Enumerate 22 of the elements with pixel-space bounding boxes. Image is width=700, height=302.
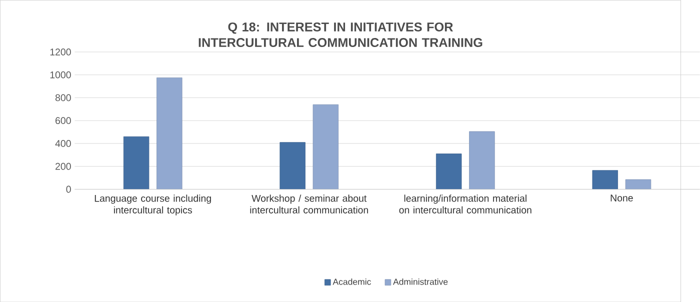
y-tick-label: 0 (66, 186, 71, 193)
bar (592, 170, 618, 190)
y-tick-label: 400 (55, 140, 71, 147)
y-tick-label: 600 (56, 117, 71, 124)
bar (312, 104, 339, 190)
bar (280, 142, 306, 190)
y-tick-label: 800 (55, 94, 71, 102)
chart-title: Q 18: INTEREST IN INITIATIVES FOR INTERCULTURAL COMMUNICATION TRAINING (198, 22, 482, 47)
x-tick-label: learning/information material on intercultural communication (399, 194, 532, 214)
x-tick-label: Language course including intercultural topics (94, 194, 211, 216)
bar (625, 179, 652, 190)
y-tick-label: 1000 (50, 71, 71, 78)
bar (436, 153, 462, 190)
y-tick-label: 200 (56, 162, 71, 170)
bar (123, 136, 150, 190)
y-tick-label: 1200 (50, 48, 71, 56)
bar (469, 131, 495, 190)
x-tick-label: Workshop / seminar about intercultural communication (250, 194, 368, 214)
legend-label: Administrative (393, 278, 448, 285)
legend-label: Academic (332, 278, 371, 285)
x-tick-label: None (610, 194, 633, 202)
bar (156, 77, 182, 190)
